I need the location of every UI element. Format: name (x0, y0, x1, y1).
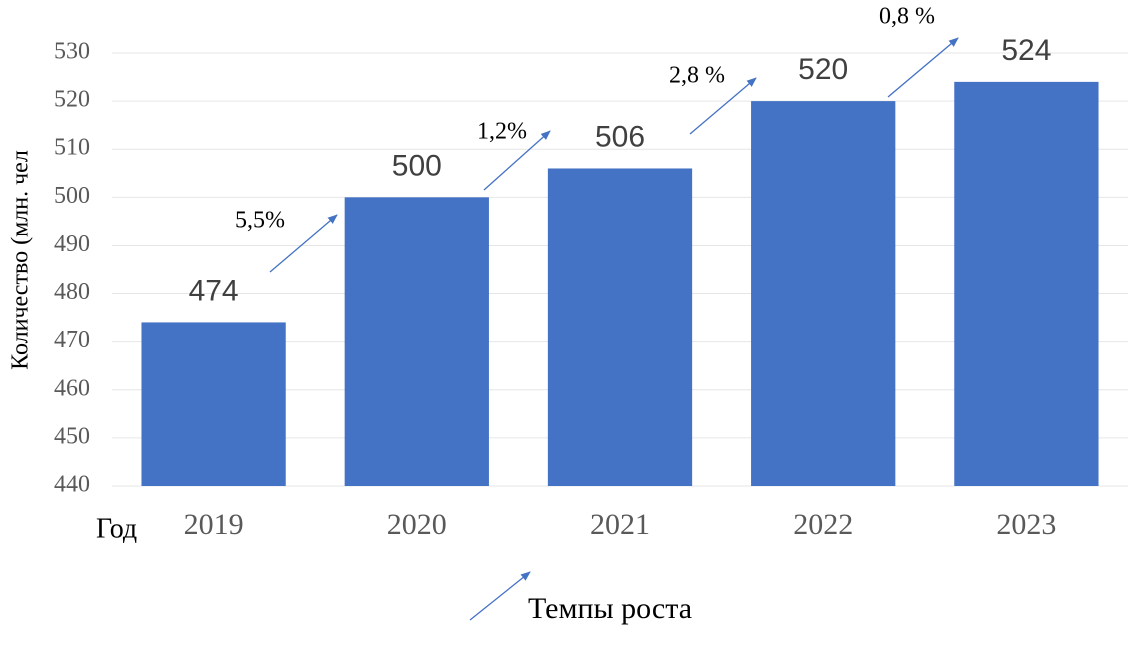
bar (344, 197, 489, 487)
bar (141, 322, 286, 486)
y-tick-label: 510 (54, 135, 90, 161)
legend-arrow (469, 571, 531, 621)
bar (954, 81, 1099, 486)
growth-label: 2,8 % (669, 63, 725, 89)
y-tick-label: 460 (54, 375, 90, 401)
data-label: 500 (392, 149, 442, 182)
x-tick-label: 2020 (387, 508, 447, 541)
y-tick-label: 500 (54, 183, 90, 209)
y-axis-label: Количество (млн. чел (8, 150, 34, 370)
y-tick-label: 490 (54, 231, 90, 257)
y-tick-label: 450 (54, 423, 90, 449)
bar (547, 168, 693, 486)
y-tick-label: 470 (54, 327, 90, 353)
data-label: 524 (1001, 34, 1051, 67)
y-tick-label: 520 (54, 87, 90, 113)
x-tick-label: 2021 (590, 508, 650, 541)
x-tick-label: 2023 (996, 508, 1056, 541)
y-tick-label: 480 (54, 279, 90, 305)
growth-arrow (887, 37, 959, 98)
x-axis-label: Год (96, 513, 137, 544)
legend-label: Темпы роста (528, 592, 692, 625)
growth-label: 5,5% (235, 208, 285, 234)
data-label: 474 (189, 274, 239, 307)
growth-label: 0,8 % (879, 4, 935, 30)
bar (751, 101, 896, 486)
data-label: 506 (595, 120, 645, 153)
growth-arrow (269, 214, 338, 273)
growth-arrow (689, 77, 757, 135)
growth-label: 1,2% (477, 119, 527, 145)
growth-arrow (483, 130, 551, 191)
x-tick-label: 2022 (793, 508, 853, 541)
data-label: 520 (798, 53, 848, 86)
y-tick-label: 530 (54, 39, 90, 65)
x-tick-label: 2019 (184, 508, 244, 541)
y-tick-label: 440 (54, 472, 90, 498)
